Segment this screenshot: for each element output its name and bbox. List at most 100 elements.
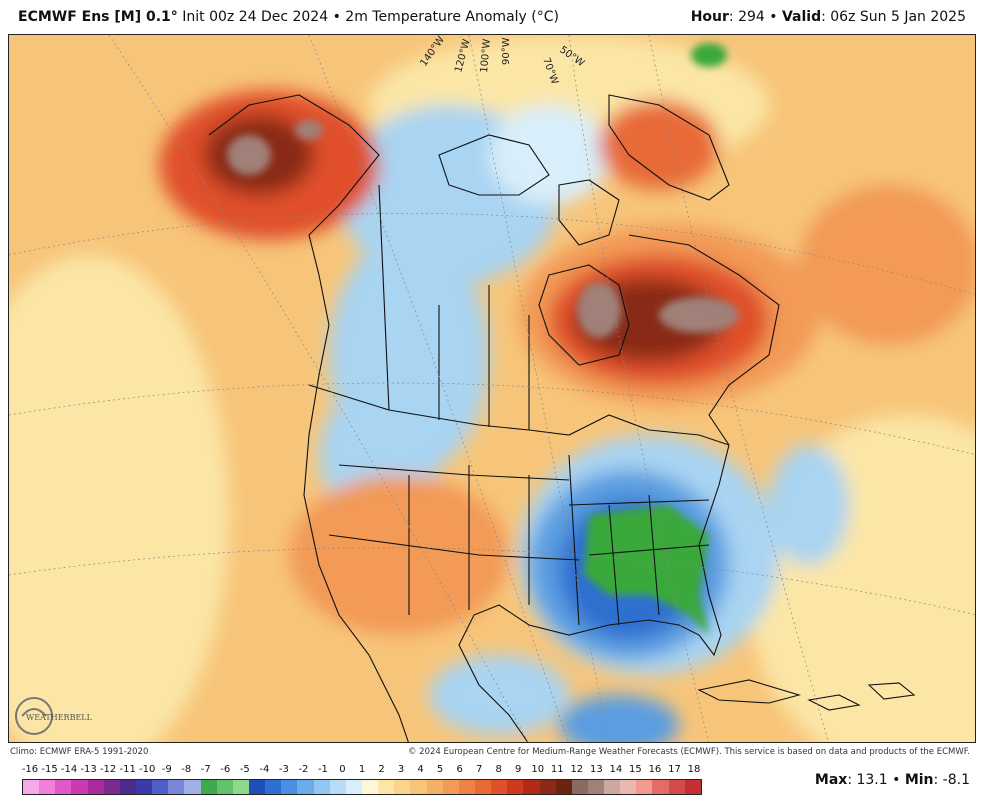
min-value: : -8.1 [933, 772, 970, 788]
scale-swatch [668, 780, 685, 794]
scale-tick-label: -6 [220, 764, 231, 775]
scale-tick-label: 17 [668, 764, 681, 775]
logo-text: WEATHERBELL [26, 713, 92, 722]
scale-tick-label: 6 [456, 764, 463, 775]
model-name: ECMWF Ens [M] 0.1 [18, 9, 171, 25]
scale-tick-label: 3 [397, 764, 405, 775]
scale-swatch [394, 780, 411, 794]
scale-swatch [313, 780, 330, 794]
scale-tick-label: 12 [570, 764, 584, 775]
scale-tick-label: 5 [436, 764, 444, 775]
scale-tick-label: 15 [629, 764, 642, 775]
scale-swatch [636, 780, 653, 794]
scale-tick-label: 7 [475, 764, 483, 775]
scale-tick-label: -5 [239, 764, 250, 775]
scale-tick-label: 4 [417, 764, 424, 775]
scale-tick-label: 10 [531, 764, 545, 775]
scale-swatch [281, 780, 298, 794]
scale-swatch [474, 780, 492, 794]
max-value: : 13.1 • [847, 772, 905, 788]
scale-tick-label: 8 [495, 764, 502, 775]
scale-tick-label: -2 [298, 764, 309, 775]
scale-tick-label: 0 [339, 764, 346, 775]
scale-swatch [23, 780, 40, 794]
scale-swatch [248, 780, 266, 794]
header-valid-time: Hour: 294 • Valid: 06z Sun 5 Jan 2025 [691, 0, 966, 34]
scale-tick-label: 14 [609, 764, 623, 775]
scale-swatch [652, 780, 669, 794]
scale-swatch [458, 780, 475, 794]
weatherbell-logo: WEATHERBELL [15, 697, 92, 735]
valid-value: : 06z Sun 5 Jan 2025 [821, 9, 966, 25]
scale-tick-label: 9 [515, 764, 522, 775]
scale-swatch [426, 780, 443, 794]
scale-swatch [410, 780, 427, 794]
scale-swatch [232, 780, 249, 794]
scale-swatch [152, 780, 169, 794]
scale-swatch [87, 780, 104, 794]
scale-swatch [604, 780, 621, 794]
scale-tick-label: -11 [119, 764, 136, 775]
scale-swatch [168, 780, 185, 794]
scale-swatch [119, 780, 136, 794]
valid-label: Valid [781, 9, 822, 25]
scale-tick-label: -4 [259, 764, 270, 775]
scale-tick-label: -15 [41, 764, 58, 775]
scale-swatch [265, 780, 282, 794]
scale-swatch [55, 780, 72, 794]
scale-swatch [329, 780, 346, 794]
max-min-readout: Max: 13.1 • Min: -8.1 [815, 770, 970, 790]
scale-swatch [491, 780, 508, 794]
graticule [9, 35, 975, 742]
scale-swatch [200, 780, 217, 794]
init-label: Init 00z 24 Dec 2024 • 2m Temperature An… [177, 9, 559, 25]
scale-swatch [361, 780, 379, 794]
scale-swatch [571, 780, 588, 794]
scale-tick-label: -3 [278, 764, 289, 775]
scale-tick-label: -7 [200, 764, 211, 775]
lon-label-90w: 90°W [501, 37, 512, 65]
hour-value: : 294 • [728, 9, 782, 25]
scale-swatch [345, 780, 362, 794]
map-canvas: 140°W 120°W 100°W 90°W 70°W 50°W [9, 35, 975, 742]
scale-swatch [442, 780, 459, 794]
scale-tick-label: 16 [648, 764, 662, 775]
coastlines-and-borders [208, 94, 916, 742]
scale-tick-label: -16 [21, 764, 39, 775]
scale-tick-label: -13 [80, 764, 97, 775]
climo-note: Climo: ECMWF ERA-5 1991-2020 [10, 747, 149, 757]
scale-tick-label: -1 [317, 764, 328, 775]
scale-swatch [523, 780, 540, 794]
scale-swatch [539, 780, 556, 794]
scale-tick-label: -12 [99, 764, 117, 775]
scale-swatch [507, 780, 524, 794]
anomaly-peaks [227, 43, 739, 635]
anomaly-map: 140°W 120°W 100°W 90°W 70°W 50°W [8, 34, 976, 743]
scale-color-bar [22, 779, 702, 795]
lon-label-100w: 100°W [479, 38, 493, 73]
color-scale: -16 -15 -14 -13 -12 -11 -10 -9 -8 -7 -6 -5 -4 -3 -2 -1 0… [22, 764, 702, 798]
scale-swatch [297, 780, 314, 794]
copyright-note: © 2024 European Centre for Medium-Range … [407, 747, 970, 757]
scale-tick-label: 11 [550, 764, 564, 775]
header-title: ECMWF Ens [M] 0.1° Init 00z 24 Dec 2024 … [18, 0, 559, 34]
scale-swatch [684, 780, 701, 794]
degree-mark: ° [170, 9, 178, 25]
scale-swatch [39, 780, 56, 794]
scale-swatch [184, 780, 201, 794]
max-label: Max [814, 772, 848, 788]
scale-swatch [103, 780, 120, 794]
scale-tick-label: -9 [161, 764, 172, 775]
scale-swatch [216, 780, 233, 794]
scale-swatch [587, 780, 605, 794]
scale-tick-label: 1 [358, 764, 366, 775]
scale-swatch [135, 780, 153, 794]
scale-tick-label: -8 [181, 764, 192, 775]
min-label: Min [904, 772, 934, 788]
logo-swirl [15, 697, 53, 735]
hour-label: Hour [690, 9, 729, 25]
scale-tick-label: -10 [139, 764, 156, 775]
scale-tick-labels: -16 -15 -14 -13 -12 -11 -10 -9 -8 -7 -6 -5 -4 -3 -2 -1 0… [22, 764, 702, 778]
scale-swatch [71, 780, 88, 794]
scale-swatch [620, 780, 637, 794]
